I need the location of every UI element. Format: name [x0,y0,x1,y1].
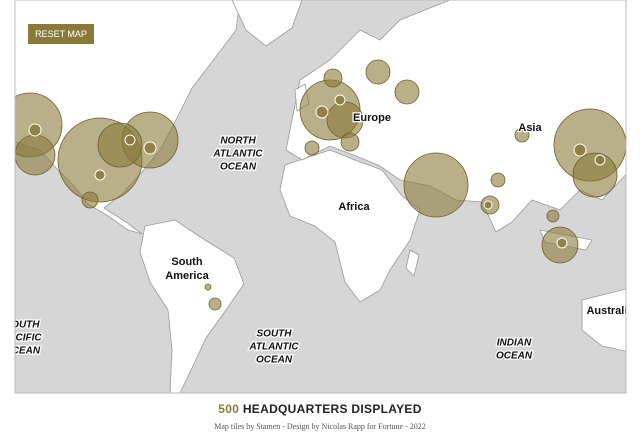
eurasia [285,0,626,233]
footer: 500 HEADQUARTERS DISPLAYED Map tiles by … [0,402,640,431]
hq-bubble [394,79,420,105]
hq-bubble [81,191,99,209]
reset-button-bg[interactable] [28,24,94,44]
hq-bubble [572,152,618,198]
map-frame [14,0,627,394]
reset-button-label[interactable]: RESET MAP [35,29,87,39]
hq-bubble [315,105,329,119]
ocean-label: OCEAN [220,162,257,173]
hq-bubble [94,169,106,181]
land-label: America [165,270,209,282]
ocean-label: INDIAN [497,338,532,349]
hq-bubble [514,127,530,143]
ocean-label: SOUTH [5,320,41,331]
hq-bubble [97,122,143,168]
reset-button[interactable]: RESET MAP [28,24,94,44]
ocean-label: ATLANTIC [248,342,299,353]
hq-bubble [490,172,506,188]
hq-bubble [556,237,568,249]
land-label: Asia [518,122,542,134]
credit: Map tiles by Stamen - Design by Nicolas … [214,422,426,431]
map: NORTH ATLANTIC OCEAN Africa Asia Europe South A… [2,0,634,394]
ocean-label: OCEAN [256,355,293,366]
map-labels: NORTH ATLANTIC OCEAN Africa Asia Europe South A… [2,111,634,367]
hq-bubble [403,152,469,218]
hq-bubble [365,59,391,85]
ocean-label: SOUTH [257,329,293,340]
greenland [231,0,303,47]
hq-count-label: HEADQUARTERS DISPLAYED [242,402,422,416]
hq-bubble [334,94,346,106]
hq-bubble [546,209,560,223]
hq-bubble [143,141,157,155]
map-canvas: NORTH ATLANTIC OCEAN Africa Asia Europe South A… [2,0,634,393]
land-label: South [171,256,202,268]
land-label: Europe [353,112,391,124]
hq-bubble [124,134,136,146]
hq-bubble [208,297,222,311]
africa [279,149,421,303]
ocean-label: OCEAN [496,351,533,362]
hq-bubble [15,134,56,176]
ocean-label: ATLANTIC [212,149,263,160]
hq-bubble [483,200,493,210]
hq-count: 500 [218,402,240,416]
land-label: Africa [338,201,370,213]
hq-bubble [28,123,42,137]
hq-bubble [204,283,212,291]
ocean-label: PACIFIC [2,333,42,344]
hq-bubble [594,154,606,166]
hq-bubble [573,143,587,157]
hq-bubbles [15,59,626,311]
ocean-label: OCEAN [4,346,41,357]
land-label: Australia [586,305,634,317]
australia [581,288,626,352]
hq-bubble [340,132,360,152]
south-america [139,219,245,393]
count-line: 500 HEADQUARTERS DISPLAYED [0,402,640,416]
madagascar [405,249,420,277]
ocean-label: NORTH [220,136,256,147]
hq-bubble [304,140,320,156]
hq-bubble [323,68,343,88]
